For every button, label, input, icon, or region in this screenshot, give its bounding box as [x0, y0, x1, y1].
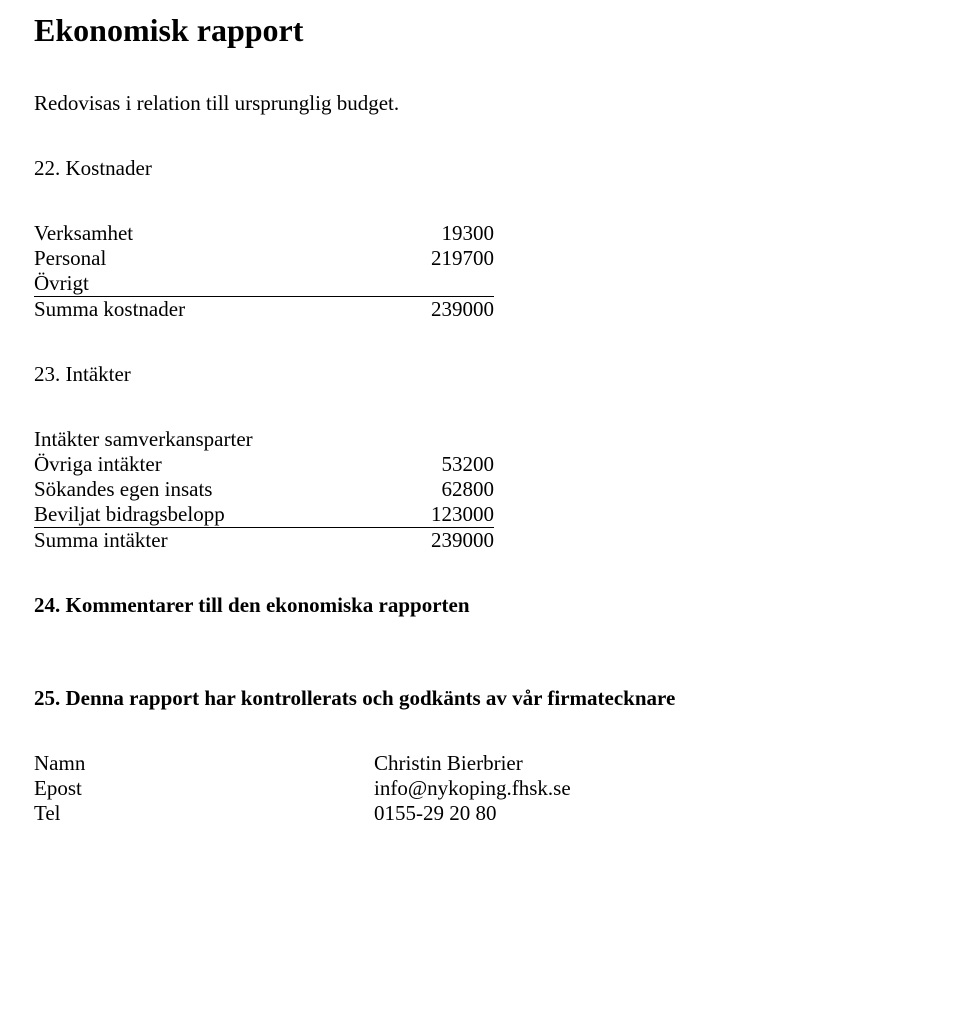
- value-personal: 219700: [374, 246, 494, 271]
- kommentarer-heading: 24. Kommentarer till den ekonomiska rapp…: [34, 593, 926, 618]
- kostnader-heading: 22. Kostnader: [34, 156, 926, 181]
- intakter-heading: 23. Intäkter: [34, 362, 926, 387]
- label-epost: Epost: [34, 776, 374, 801]
- contact-table: Namn Christin Bierbrier Epost info@nykop…: [34, 751, 571, 826]
- row-egen-insats: Sökandes egen insats 62800: [34, 477, 494, 502]
- godkannande-heading: 25. Denna rapport har kontrollerats och …: [34, 686, 926, 711]
- row-personal: Personal 219700: [34, 246, 494, 271]
- value-tel: 0155-29 20 80: [374, 801, 571, 826]
- page: Ekonomisk rapport Redovisas i relation t…: [0, 0, 960, 846]
- label-tel: Tel: [34, 801, 374, 826]
- row-samverkan: Intäkter samverkansparter: [34, 427, 494, 452]
- value-summa-kostnader: 239000: [374, 297, 494, 323]
- row-epost: Epost info@nykoping.fhsk.se: [34, 776, 571, 801]
- label-egen-insats: Sökandes egen insats: [34, 477, 374, 502]
- row-summa-kostnader: Summa kostnader 239000: [34, 297, 494, 323]
- value-egen-insats: 62800: [374, 477, 494, 502]
- value-ovriga-intakter: 53200: [374, 452, 494, 477]
- value-samverkan: [374, 427, 494, 452]
- label-summa-kostnader: Summa kostnader: [34, 297, 374, 323]
- value-namn: Christin Bierbrier: [374, 751, 571, 776]
- label-samverkan: Intäkter samverkansparter: [34, 427, 374, 452]
- row-namn: Namn Christin Bierbrier: [34, 751, 571, 776]
- label-beviljat: Beviljat bidragsbelopp: [34, 502, 374, 528]
- kostnader-table: Verksamhet 19300 Personal 219700 Övrigt …: [34, 221, 494, 322]
- value-epost: info@nykoping.fhsk.se: [374, 776, 571, 801]
- label-ovrigt: Övrigt: [34, 271, 374, 297]
- label-summa-intakter: Summa intäkter: [34, 528, 374, 554]
- row-ovriga-intakter: Övriga intäkter 53200: [34, 452, 494, 477]
- value-summa-intakter: 239000: [374, 528, 494, 554]
- intakter-table: Intäkter samverkansparter Övriga intäkte…: [34, 427, 494, 553]
- row-summa-intakter: Summa intäkter 239000: [34, 528, 494, 554]
- label-personal: Personal: [34, 246, 374, 271]
- intro-text: Redovisas i relation till ursprunglig bu…: [34, 91, 926, 116]
- label-verksamhet: Verksamhet: [34, 221, 374, 246]
- value-ovrigt: [374, 271, 494, 297]
- page-title: Ekonomisk rapport: [34, 12, 926, 49]
- value-verksamhet: 19300: [374, 221, 494, 246]
- row-tel: Tel 0155-29 20 80: [34, 801, 571, 826]
- row-ovrigt: Övrigt: [34, 271, 494, 297]
- label-ovriga-intakter: Övriga intäkter: [34, 452, 374, 477]
- row-beviljat: Beviljat bidragsbelopp 123000: [34, 502, 494, 528]
- row-verksamhet: Verksamhet 19300: [34, 221, 494, 246]
- value-beviljat: 123000: [374, 502, 494, 528]
- label-namn: Namn: [34, 751, 374, 776]
